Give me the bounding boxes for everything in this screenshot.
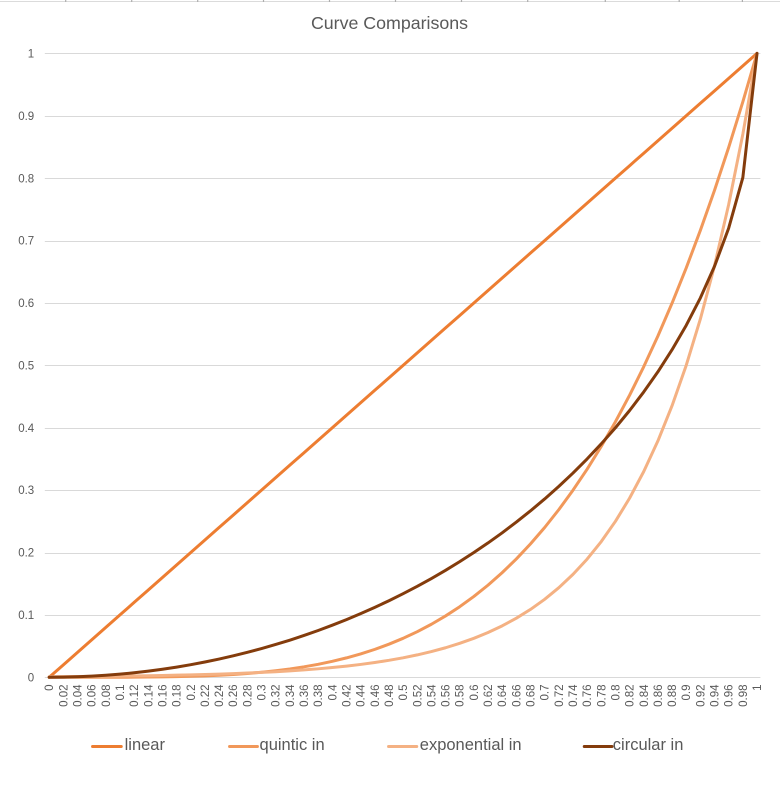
- svg-text:0.6: 0.6: [469, 685, 481, 701]
- svg-text:0.4: 0.4: [327, 684, 339, 701]
- svg-text:0.62: 0.62: [483, 685, 495, 707]
- svg-text:0.4: 0.4: [18, 423, 35, 435]
- svg-text:0.52: 0.52: [412, 685, 424, 707]
- svg-text:0.02: 0.02: [58, 685, 70, 707]
- svg-text:0.1: 0.1: [18, 610, 34, 622]
- svg-text:1: 1: [752, 685, 764, 691]
- svg-text:0.08: 0.08: [101, 685, 113, 707]
- svg-text:0.84: 0.84: [639, 684, 651, 707]
- svg-text:0.92: 0.92: [695, 685, 707, 707]
- svg-text:0.86: 0.86: [653, 685, 665, 707]
- svg-text:0: 0: [44, 685, 56, 691]
- svg-text:0.2: 0.2: [186, 685, 198, 701]
- svg-text:0.3: 0.3: [257, 685, 269, 701]
- svg-text:1: 1: [28, 49, 34, 61]
- svg-text:0.44: 0.44: [356, 684, 368, 707]
- svg-text:0.68: 0.68: [526, 685, 538, 707]
- svg-text:0.48: 0.48: [384, 685, 396, 707]
- svg-text:0.38: 0.38: [313, 685, 325, 707]
- svg-text:0.8: 0.8: [18, 173, 34, 185]
- svg-text:0.6: 0.6: [18, 298, 34, 310]
- svg-text:0.94: 0.94: [710, 684, 722, 707]
- svg-text:0.22: 0.22: [200, 685, 212, 707]
- svg-text:0: 0: [28, 672, 34, 684]
- svg-text:0.06: 0.06: [87, 685, 99, 707]
- svg-text:0.8: 0.8: [610, 685, 622, 701]
- svg-text:0.5: 0.5: [18, 360, 34, 372]
- svg-text:0.76: 0.76: [582, 685, 594, 707]
- svg-text:0.24: 0.24: [214, 684, 226, 707]
- svg-text:0.14: 0.14: [143, 684, 155, 707]
- svg-text:0.9: 0.9: [681, 685, 693, 701]
- svg-text:0.9: 0.9: [18, 111, 34, 123]
- svg-text:0.3: 0.3: [18, 485, 34, 497]
- svg-text:0.78: 0.78: [596, 685, 608, 707]
- svg-text:0.7: 0.7: [18, 236, 34, 248]
- svg-text:0.56: 0.56: [441, 685, 453, 707]
- svg-text:0.46: 0.46: [370, 685, 382, 707]
- svg-text:0.1: 0.1: [115, 685, 127, 701]
- svg-text:0.32: 0.32: [271, 685, 283, 707]
- svg-text:0.66: 0.66: [511, 685, 523, 707]
- svg-text:0.74: 0.74: [568, 684, 580, 707]
- svg-text:0.2: 0.2: [18, 548, 34, 560]
- svg-text:0.98: 0.98: [738, 685, 750, 707]
- svg-text:0.42: 0.42: [341, 685, 353, 707]
- svg-text:0.16: 0.16: [157, 685, 169, 707]
- svg-text:0.26: 0.26: [228, 685, 240, 707]
- svg-text:linear: linear: [125, 736, 166, 754]
- svg-text:0.36: 0.36: [299, 685, 311, 707]
- svg-text:Curve Comparisons: Curve Comparisons: [311, 13, 468, 33]
- svg-text:0.58: 0.58: [455, 685, 467, 707]
- svg-text:0.88: 0.88: [667, 685, 679, 707]
- svg-text:0.34: 0.34: [285, 684, 297, 707]
- svg-text:0.28: 0.28: [242, 685, 254, 707]
- svg-text:0.54: 0.54: [426, 684, 438, 707]
- svg-text:0.18: 0.18: [172, 685, 184, 707]
- svg-text:0.12: 0.12: [129, 685, 141, 707]
- svg-text:exponential in: exponential in: [420, 736, 522, 754]
- svg-text:0.82: 0.82: [625, 685, 637, 707]
- svg-text:0.04: 0.04: [73, 684, 85, 707]
- svg-text:0.5: 0.5: [398, 685, 410, 701]
- svg-text:0.7: 0.7: [540, 685, 552, 701]
- svg-text:0.72: 0.72: [554, 685, 566, 707]
- svg-text:quintic in: quintic in: [260, 736, 325, 754]
- svg-text:circular in: circular in: [613, 736, 684, 754]
- svg-text:0.64: 0.64: [497, 684, 509, 707]
- svg-text:0.96: 0.96: [724, 685, 736, 707]
